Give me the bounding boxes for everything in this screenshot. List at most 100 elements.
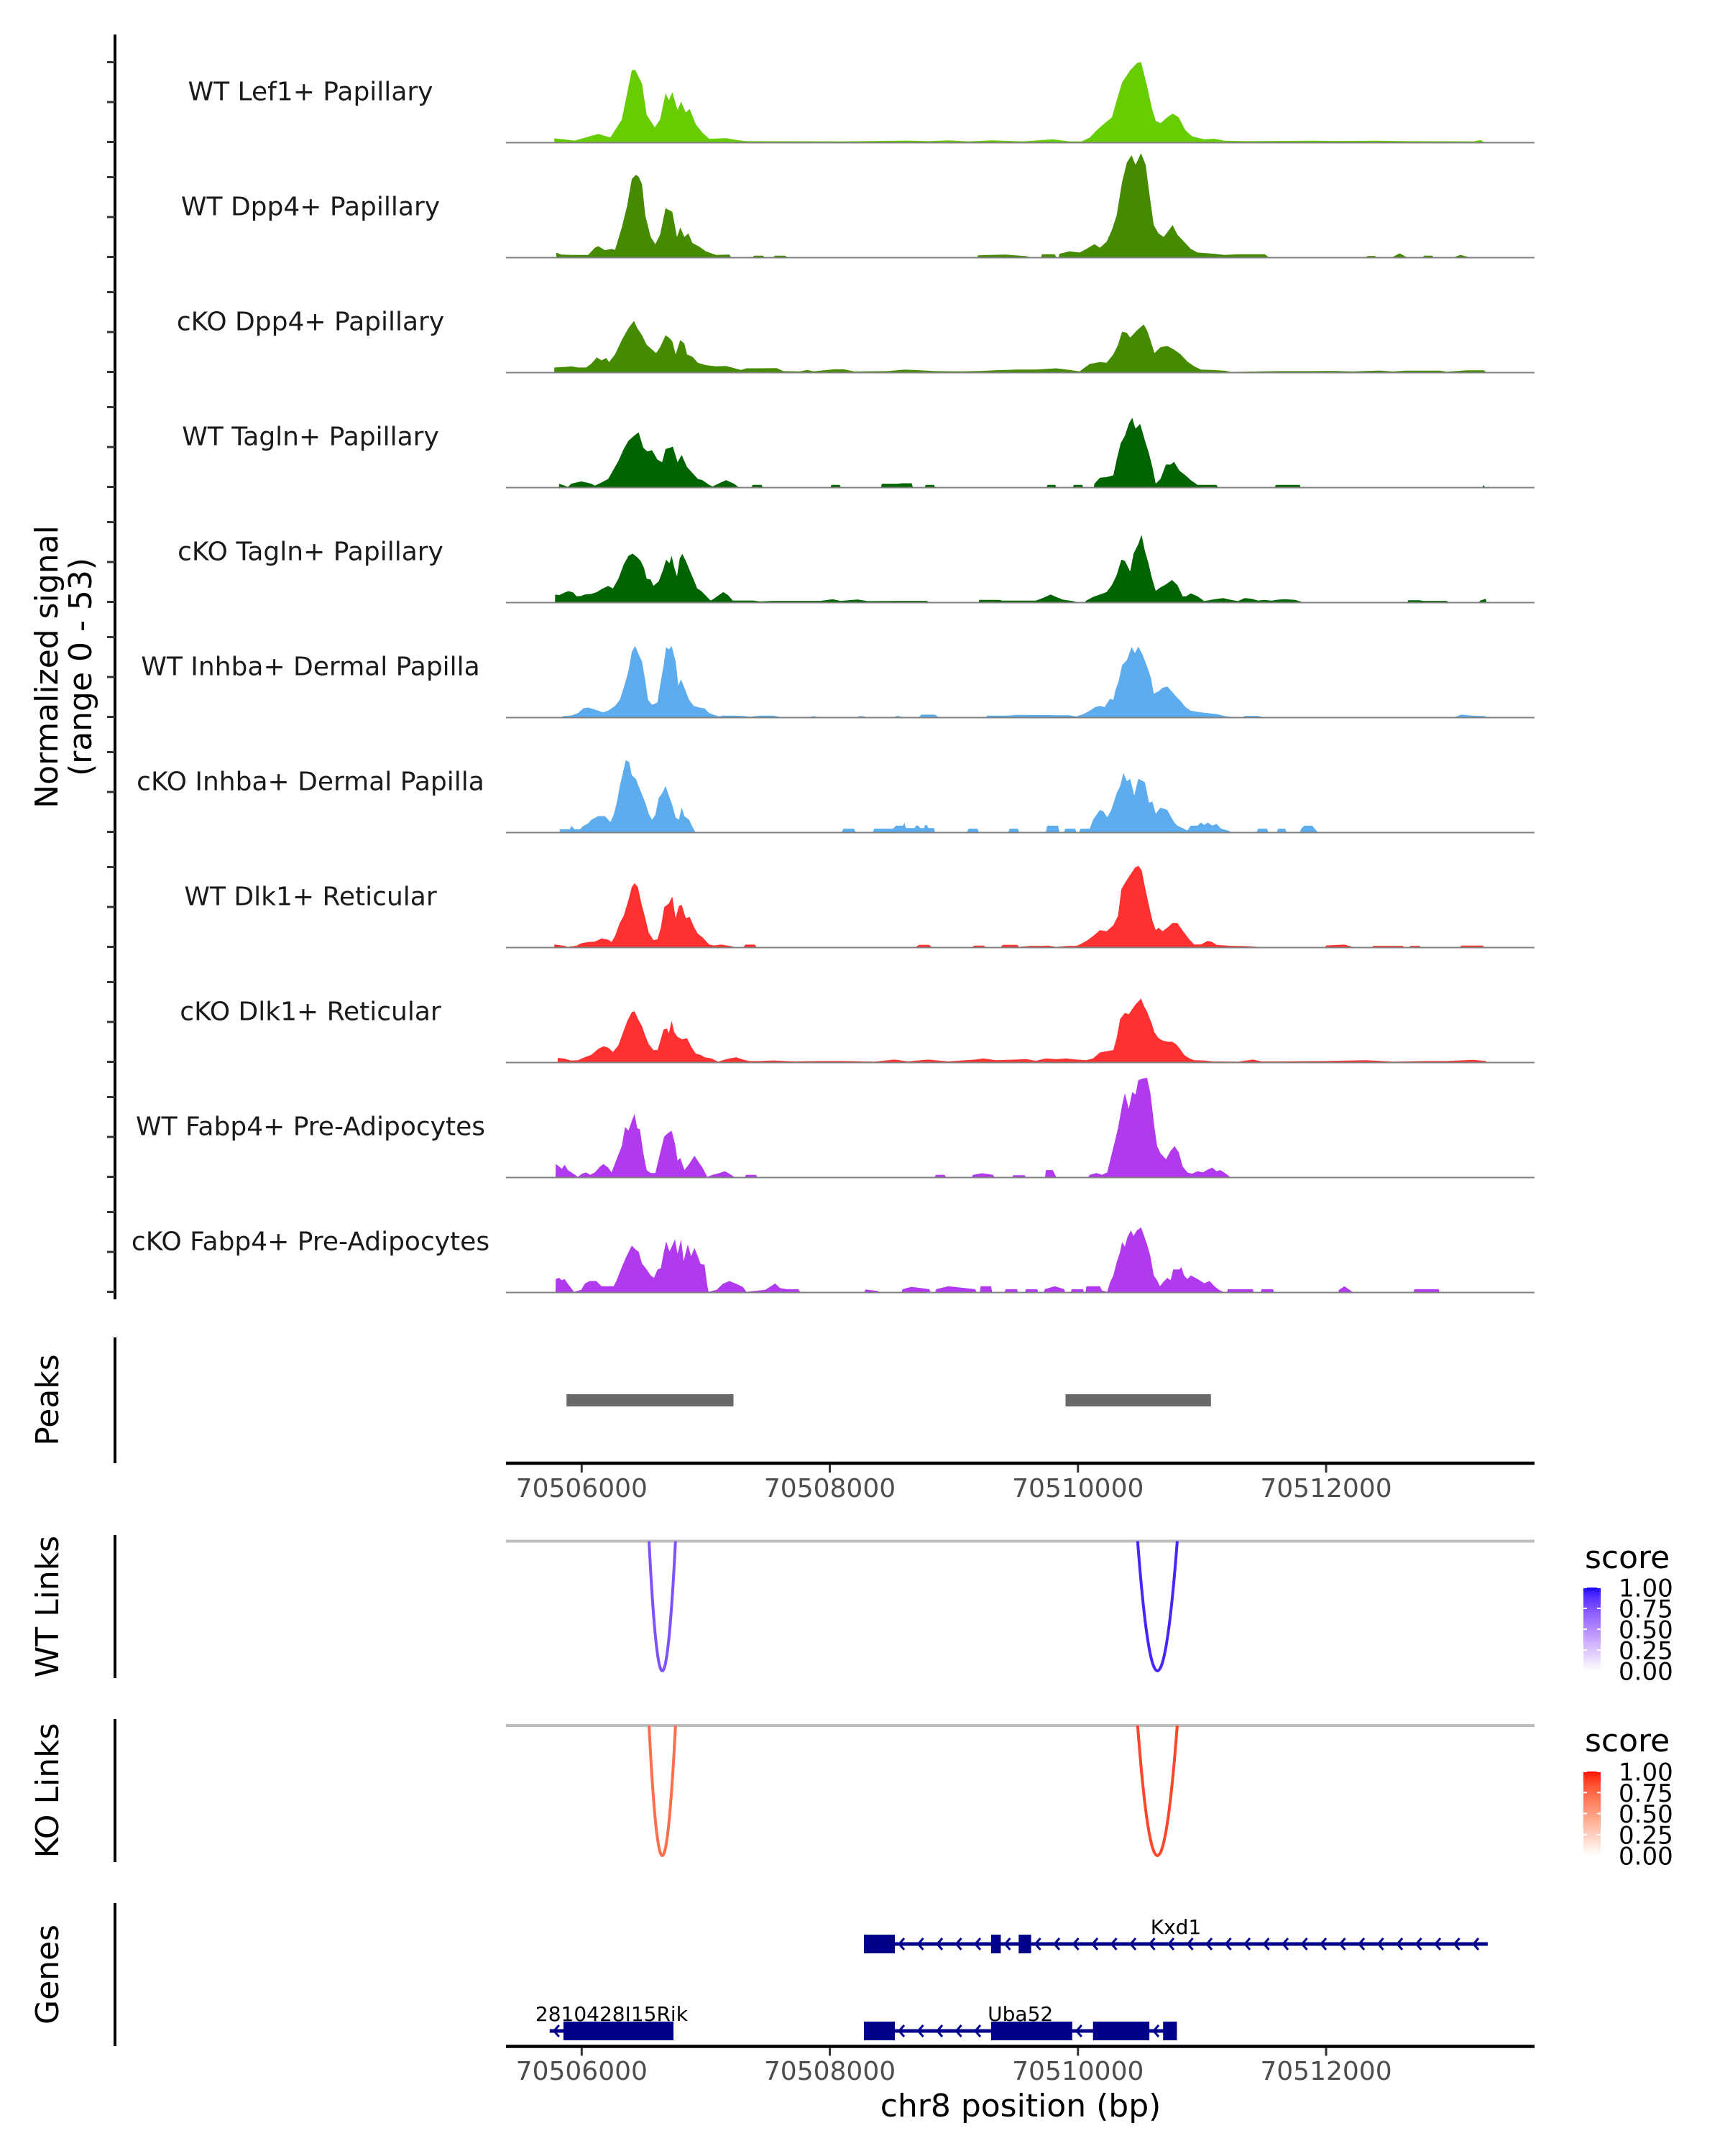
x-tick-label: 70510000 — [1012, 1474, 1144, 1503]
legend-colorbar-segment — [1583, 1622, 1601, 1624]
legend-colorbar-segment — [1583, 1784, 1601, 1787]
gene-exon — [563, 2022, 673, 2040]
coverage-track: cKO Fabp4+ Pre-Adipocytes — [107, 1211, 1535, 1294]
legend-label: 0.75 — [1619, 1779, 1673, 1808]
gene-label: Uba52 — [988, 2002, 1053, 2026]
legend-colorbar-segment — [1583, 1843, 1601, 1846]
legend-colorbar-segment — [1583, 1665, 1601, 1667]
legend-colorbar-segment — [1583, 1849, 1601, 1852]
strand-arrow-icon — [897, 1938, 906, 1950]
gene-label: Kxd1 — [1151, 1915, 1202, 1939]
legend-label: 1.00 — [1619, 1575, 1673, 1603]
legend-colorbar-segment — [1583, 1612, 1601, 1614]
legend-colorbar-segment — [1583, 1592, 1601, 1594]
legend-title: score — [1585, 1539, 1670, 1576]
strand-arrow-icon — [1224, 1938, 1232, 1950]
gene-model: Uba52 — [864, 2002, 1177, 2040]
legend-colorbar-segment — [1583, 1613, 1601, 1616]
legend-colorbar-segment — [1583, 1839, 1601, 1842]
legend-colorbar-segment — [1583, 1608, 1601, 1610]
legend-colorbar-segment — [1583, 1628, 1601, 1630]
genes-panel-label: Genes — [29, 1925, 66, 2024]
legend-title: score — [1585, 1723, 1670, 1759]
legend-label: 0.00 — [1619, 1843, 1673, 1871]
x-tick-label: 70508000 — [764, 2057, 896, 2086]
track-label: cKO Inhba+ Dermal Papilla — [137, 768, 484, 797]
strand-arrow-icon — [1053, 1938, 1061, 1950]
coverage-area — [556, 153, 1468, 257]
legend-colorbar-segment — [1583, 1664, 1601, 1666]
coverage-area — [554, 865, 1484, 947]
legend-colorbar-segment — [1583, 1631, 1601, 1633]
peak-region — [566, 1394, 734, 1406]
legend-colorbar-segment — [1583, 1832, 1601, 1835]
legend-colorbar-segment — [1583, 1836, 1601, 1839]
legend-colorbar-segment — [1583, 1813, 1601, 1816]
y-axis-title-line-1: Normalized signal — [29, 525, 65, 808]
coverage-area — [559, 760, 1317, 832]
track-label: WT Dpp4+ Papillary — [181, 193, 440, 222]
peak-region — [1065, 1394, 1211, 1406]
legend-colorbar-segment — [1583, 1611, 1601, 1613]
legend-colorbar-segment — [1583, 1629, 1601, 1631]
legend-colorbar-segment — [1583, 1654, 1601, 1656]
gene-exon — [1163, 2022, 1177, 2040]
legend-colorbar-segment — [1583, 1773, 1601, 1775]
coverage-tracks: WT Lef1+ Papillary WT Dpp4+ Papillary cKO … — [107, 61, 1535, 1294]
legend-colorbar-segment — [1583, 1616, 1601, 1618]
strand-arrow-icon — [1453, 1938, 1460, 1950]
gene-exon — [864, 2022, 895, 2040]
legend-colorbar-segment — [1583, 1593, 1601, 1595]
legend-colorbar-segment — [1583, 1848, 1601, 1851]
legend-colorbar-segment — [1583, 1787, 1601, 1789]
legend-colorbar-segment — [1583, 1655, 1601, 1657]
peaks-panel: Peaks — [29, 1337, 1211, 1463]
legend-colorbar-segment — [1583, 1661, 1601, 1663]
legend-colorbar-segment — [1583, 1793, 1601, 1795]
legend-colorbar-segment — [1583, 1792, 1601, 1794]
legend-colorbar-segment — [1583, 1820, 1601, 1823]
strand-arrow-icon — [973, 1938, 982, 1950]
legend-colorbar-segment — [1583, 1659, 1601, 1662]
legend-label: 0.75 — [1619, 1595, 1673, 1624]
legend-colorbar-segment — [1583, 1846, 1601, 1849]
legend-colorbar-segment — [1583, 1835, 1601, 1838]
strand-arrow-icon — [1338, 1938, 1346, 1950]
legend-colorbar-segment — [1583, 1825, 1601, 1828]
legend-colorbar-segment — [1583, 1786, 1601, 1788]
signal-y-axis: Normalized signal (range 0 - 53) — [29, 34, 116, 1299]
legend-colorbar-segment — [1583, 1789, 1601, 1791]
legend-colorbar-segment — [1583, 1649, 1601, 1651]
legend-colorbar-segment — [1583, 1634, 1601, 1636]
legend-colorbar-segment — [1583, 1822, 1601, 1825]
gene-label: 2810428I15Rik — [535, 2002, 689, 2026]
legend-colorbar-segment — [1583, 1657, 1601, 1659]
coverage-track: cKO Inhba+ Dermal Papilla — [107, 751, 1535, 834]
legend-colorbar-segment — [1583, 1851, 1601, 1853]
strand-arrow-icon — [1205, 1938, 1213, 1950]
genomic-x-axis: 70506000 70508000 70510000 70512000 — [506, 2045, 1535, 2086]
strand-arrow-icon — [1434, 1938, 1442, 1950]
legend-colorbar-segment — [1583, 1852, 1601, 1855]
coverage-area — [556, 1077, 1230, 1177]
strand-arrow-icon — [916, 2024, 924, 2037]
legend-colorbar-segment — [1583, 1669, 1601, 1672]
coverage-area — [557, 998, 1486, 1062]
legend-colorbar-segment — [1583, 1807, 1601, 1810]
peaks-panel-label: Peaks — [29, 1354, 66, 1445]
strand-arrow-icon — [1129, 1938, 1137, 1950]
legend-colorbar-segment — [1583, 1833, 1601, 1836]
legend-label: 0.25 — [1619, 1821, 1673, 1850]
x-tick-label: 70510000 — [1012, 2057, 1144, 2086]
genes-panel: Genes Uba52 2810428I15Rik Kxd1 — [29, 1903, 1488, 2046]
strand-arrow-icon — [1396, 1938, 1404, 1950]
legend-colorbar-segment — [1583, 1605, 1601, 1607]
legend-colorbar-segment — [1583, 1589, 1601, 1591]
strand-arrow-icon — [1358, 1938, 1366, 1950]
legend-colorbar-segment — [1583, 1618, 1601, 1620]
legend-colorbar-segment — [1583, 1853, 1601, 1856]
ko-links-panel-label: KO Links — [29, 1723, 66, 1858]
coverage-area — [562, 645, 1488, 717]
strand-arrow-icon — [1414, 1938, 1422, 1950]
